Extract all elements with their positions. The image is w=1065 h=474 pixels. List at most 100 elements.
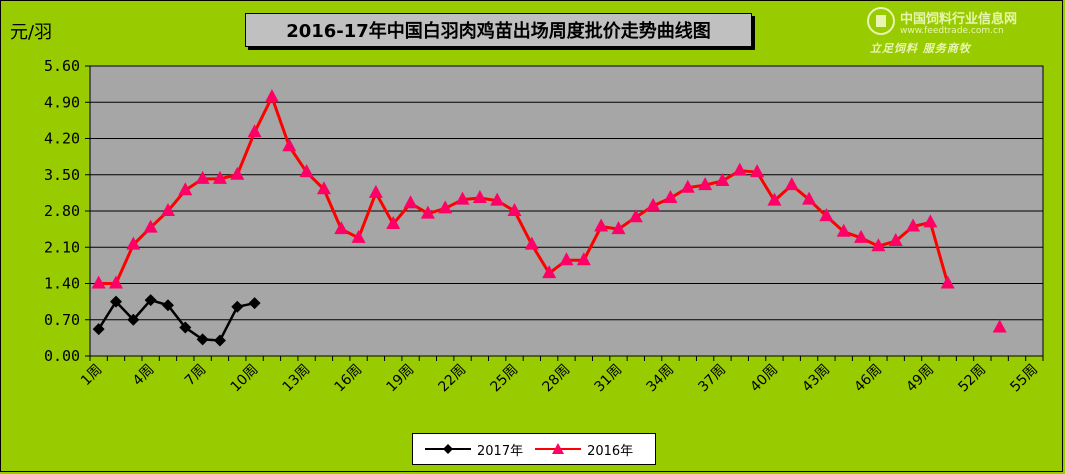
data-point [490, 192, 505, 206]
data-point [127, 313, 140, 326]
x-tick-label: 55周 [1007, 362, 1041, 396]
y-tick-label: 0.00 [44, 347, 80, 365]
data-point [109, 295, 122, 308]
y-tick-label: 5.60 [44, 57, 80, 75]
y-tick-label: 1.40 [44, 275, 80, 293]
x-tick-label: 34周 [643, 362, 677, 396]
y-axis-ticks: 0.00 0.70 1.40 2.10 2.80 3.50 4.20 4.90 5.60 [44, 57, 90, 365]
data-point [542, 265, 557, 279]
x-tick-label: 52周 [955, 362, 989, 396]
legend: 2017年 2016年 [412, 433, 656, 465]
x-tick-label: 46周 [851, 362, 885, 396]
data-point [750, 164, 765, 178]
data-point [888, 233, 903, 247]
legend-label-2017: 2017年 [477, 443, 524, 459]
data-point [507, 203, 522, 216]
y-tick-label: 2.10 [44, 238, 80, 256]
series-line-2017年 [97, 298, 255, 342]
y-tick-label: 4.20 [44, 130, 80, 148]
data-point [854, 229, 869, 243]
data-point [299, 164, 314, 178]
data-point [386, 215, 401, 229]
data-point [992, 319, 1007, 333]
data-point [836, 223, 851, 237]
data-point [264, 89, 279, 103]
watermark-name: 中国饲料行业信息网 [900, 12, 1018, 27]
data-point [195, 170, 210, 184]
data-point [179, 321, 192, 334]
data-point [160, 203, 175, 216]
y-tick-label: 3.50 [44, 166, 80, 184]
grid-lines [90, 65, 1043, 357]
data-point [196, 333, 209, 346]
x-tick-label: 10周 [228, 362, 262, 396]
data-point [611, 221, 626, 235]
watermark-url: www.feedtrade.com.cn [900, 26, 1004, 36]
data-point [438, 200, 453, 214]
legend-item-2017: 2017年 [423, 440, 523, 459]
x-tick-label: 40周 [747, 362, 781, 396]
x-tick-label: 28周 [540, 362, 574, 396]
data-point [906, 218, 921, 232]
data-point [231, 300, 244, 313]
data-point [663, 190, 678, 204]
data-point [143, 219, 158, 233]
data-point [351, 229, 366, 243]
data-point [247, 124, 262, 138]
legend-item-2016: 2016年 [533, 440, 633, 459]
data-point [420, 205, 435, 219]
data-point [282, 138, 297, 152]
data-point [784, 177, 799, 191]
x-tick-label: 4周 [130, 362, 158, 390]
data-point [576, 252, 591, 266]
data-point [126, 236, 141, 250]
data-point [144, 294, 157, 307]
diamond-line-marker-icon [425, 444, 471, 454]
data-point [91, 275, 106, 289]
data-point [680, 179, 695, 193]
x-tick-label: 22周 [436, 362, 470, 396]
y-tick-label: 4.90 [44, 93, 80, 111]
data-point [212, 170, 227, 184]
data-point [524, 236, 539, 250]
x-axis-ticks: 1周 4周 7周 10周 13周 16周 19周 22周 25周 28周 31周 34周 37周 40周 4… [78, 356, 1044, 396]
x-tick-label: 43周 [799, 362, 833, 396]
data-point [316, 181, 331, 195]
data-point [715, 172, 730, 186]
x-tick-label: 19周 [384, 362, 418, 396]
data-point [698, 177, 713, 191]
watermark: 中国饲料行业信息网 www.feedtrade.com.cn 立足饲料 服务商牧 [858, 4, 1058, 55]
data-point [334, 221, 349, 235]
data-point [161, 299, 174, 312]
y-tick-label: 2.80 [44, 202, 80, 220]
chart-title: 2016-17年中国白羽肉鸡苗出场周度批价走势曲线图 [245, 13, 752, 47]
data-point [646, 197, 661, 211]
data-point [455, 191, 470, 205]
x-tick-label: 49周 [903, 362, 937, 396]
x-tick-label: 13周 [280, 362, 314, 396]
data-point [819, 208, 834, 222]
data-point [472, 190, 487, 204]
data-point [230, 166, 245, 180]
data-point [248, 297, 261, 310]
feedtrade-logo-icon [867, 7, 895, 35]
data-point [559, 252, 574, 266]
data-point [923, 214, 938, 228]
data-point [368, 184, 383, 198]
data-point [628, 209, 643, 223]
data-point [940, 275, 955, 289]
x-tick-label: 37周 [695, 362, 729, 396]
x-tick-label: 7周 [182, 362, 210, 390]
x-tick-label: 1周 [78, 362, 106, 390]
series-layer [91, 89, 1007, 347]
data-point [594, 218, 609, 232]
x-tick-label: 31周 [591, 362, 625, 396]
y-axis-unit-label: 元/羽 [10, 22, 53, 43]
x-tick-label: 25周 [488, 362, 522, 396]
chart-title-text: 2016-17年中国白羽肉鸡苗出场周度批价走势曲线图 [286, 21, 711, 42]
data-point [802, 191, 817, 205]
data-point [178, 182, 193, 196]
data-point [871, 238, 886, 252]
